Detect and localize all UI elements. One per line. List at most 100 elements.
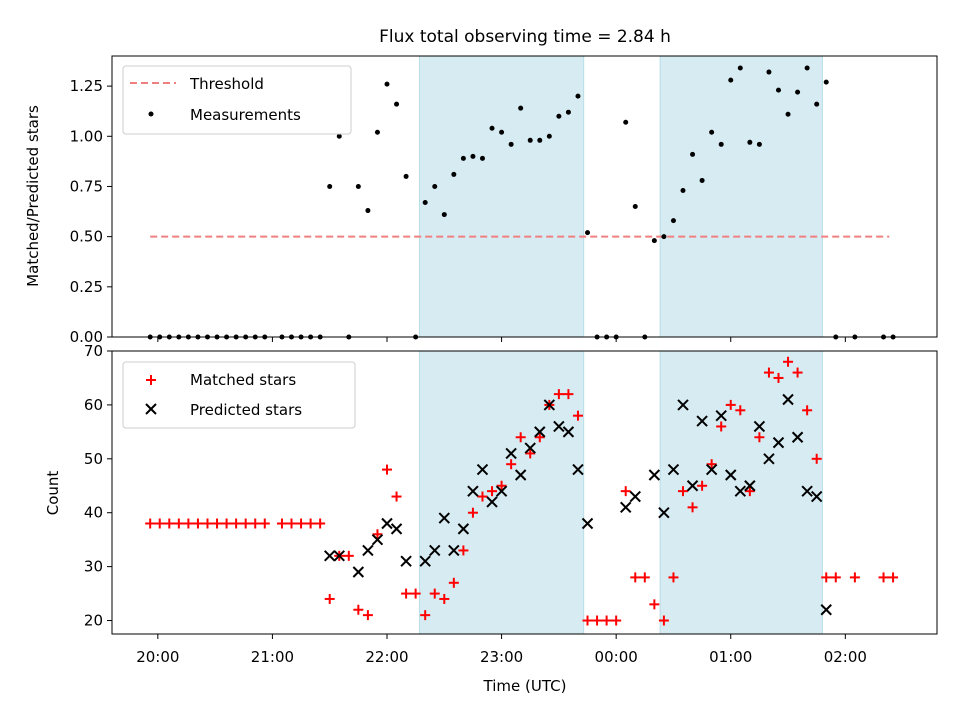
ratio-y-axis-label: Matched/Predicted stars [24,105,42,287]
measurement-point [489,125,495,131]
measurement-point [537,137,543,143]
count-plot-frame [111,350,938,635]
matched-star-point [639,572,650,583]
legend-measurements-swatch [148,111,154,117]
matched-star-point [183,518,194,529]
matched-star-point [725,399,736,410]
predicted-star-point [820,604,832,616]
measurement-point [355,183,361,189]
measurement-point [394,101,400,107]
measurement-point [670,218,676,224]
ratio-legend-box [122,65,352,135]
predicted-star-point [801,485,813,497]
matched-star-point [315,518,326,529]
predicted-star-point [791,431,804,443]
predicted-star-point [620,501,632,514]
matched-star-point [353,604,364,615]
matched-star-point [716,421,727,432]
measurement-point [432,183,438,189]
ratio-plot-area [147,65,896,340]
matched-star-point [697,480,708,491]
count-legend: Matched stars Predicted stars [122,361,356,429]
count-y-axis-label: Count [44,471,62,516]
matched-star-point [611,615,622,626]
matched-star-point [582,615,593,626]
y-tick-label: 1.00 [70,127,103,145]
y-tick-label: 40 [84,504,103,522]
measurement-point [546,133,552,139]
matched-star-point [849,572,860,583]
predicted-star-point [772,436,785,449]
predicted-star-point [524,442,536,454]
matched-star-point [231,518,242,529]
predicted-star-point [705,463,718,476]
count-chart: 20 30 40 50 60 70 20:00 21:00 22:00 23:00 00:00 01… [44,342,938,695]
x-axis-label: Time (UTC) [483,677,567,695]
matched-star-point [563,389,574,400]
chart-title: Flux total observing time = 2.84 h [379,27,671,47]
measurement-point [565,109,571,115]
predicted-star-point [686,480,699,492]
y-tick-label: 20 [84,612,103,630]
measurement-point [479,155,485,161]
matched-star-point [372,529,383,540]
x-tick-label: 00:00 [595,648,638,666]
predicted-star-point [514,469,527,481]
predicted-star-point [810,490,823,503]
predicted-star-point [371,533,384,546]
matched-star-point [192,518,203,529]
predicted-star-point [534,426,546,438]
predicted-star-point [495,485,508,497]
predicted-star-point [486,496,498,508]
matched-star-point [276,518,287,529]
y-tick-label: 0.25 [70,278,103,296]
matched-star-point [343,550,354,561]
y-tick-label: 0.00 [70,328,103,346]
matched-star-point [240,518,251,529]
matched-star-point [601,615,612,626]
count-x-axis: 20:00 21:00 22:00 23:00 00:00 01:00 02:00 [136,634,867,666]
measurement-point [747,139,753,145]
measurement-point [690,151,696,157]
predicted-star-point [390,523,403,535]
measurement-point [575,93,581,99]
measurement-point [460,155,466,161]
y-tick-label: 50 [84,450,103,468]
observing-window-span [418,55,585,338]
measurement-point [709,129,715,135]
matched-star-point [296,518,307,529]
matched-star-point [515,432,526,443]
x-tick-label: 02:00 [824,648,867,666]
matched-star-point [259,518,270,529]
measurement-point [527,137,533,143]
measurement-point [499,129,505,135]
measurement-point [518,105,524,111]
x-tick-label: 20:00 [136,648,179,666]
x-tick-label: 23:00 [480,648,523,666]
matched-star-point [324,593,335,604]
matched-star-point [687,502,698,513]
matched-star-point [154,518,165,529]
matched-star-point [305,518,316,529]
predicted-star-point [581,517,594,530]
matched-star-point [735,405,746,416]
matched-star-point [773,372,784,383]
measurement-point [661,234,667,240]
ratio-y-axis: 0.00 0.25 0.50 0.75 1.00 1.25 [70,77,112,346]
predicted-star-point [457,523,470,535]
matched-star-point [744,486,755,497]
predicted-star-point [362,544,374,557]
predicted-star-point [753,420,766,433]
predicted-star-point [715,409,727,422]
matched-star-point [286,518,297,529]
matched-star-point [410,588,421,599]
x-tick-label: 01:00 [709,648,752,666]
measurement-point [403,173,409,179]
matched-star-point [401,588,412,599]
measurement-point [804,65,810,71]
measurement-point [508,141,514,147]
predicted-star-point [543,399,556,411]
matched-star-point [668,572,679,583]
predicted-star-point [352,566,365,578]
